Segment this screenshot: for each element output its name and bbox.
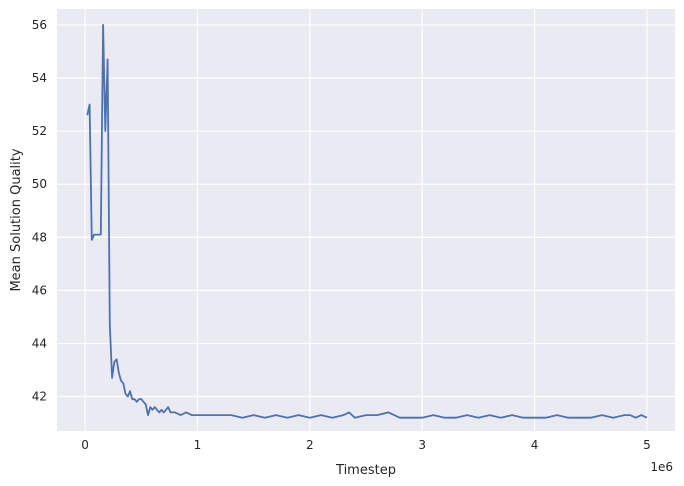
y-tick-label: 46: [32, 283, 47, 297]
grid: [57, 9, 675, 431]
x-tick-label: 0: [81, 438, 89, 452]
x-tick-label: 2: [306, 438, 314, 452]
x-tick-label: 4: [531, 438, 539, 452]
y-tick-label: 44: [32, 336, 47, 350]
y-tick-label: 54: [32, 71, 47, 85]
y-tick-label: 56: [32, 18, 47, 32]
y-tick-label: 52: [32, 124, 47, 138]
x-tick-label: 3: [418, 438, 426, 452]
x-axis-label: Timestep: [335, 463, 396, 478]
y-tick-label: 42: [32, 389, 47, 403]
y-axis-label: Mean Solution Quality: [9, 148, 24, 291]
x-tick-label: 5: [643, 438, 651, 452]
y-tick-label: 48: [32, 230, 47, 244]
y-tick-label: 50: [32, 177, 47, 191]
series-line: [86, 23, 648, 419]
plot-area: [57, 9, 675, 431]
x-tick-label: 1: [194, 438, 202, 452]
series-layer: [86, 23, 648, 419]
tick-labels: 0 1 2 3 4 5 42 44 46 48 50 52 54 56: [32, 18, 651, 452]
x-axis-offset-label: 1e6: [650, 460, 673, 474]
